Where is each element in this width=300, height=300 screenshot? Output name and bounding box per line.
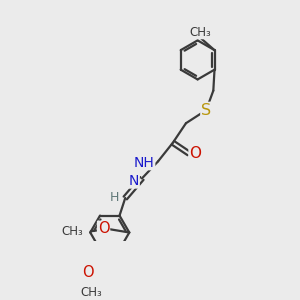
Text: H: H <box>110 191 119 204</box>
Text: S: S <box>201 103 211 118</box>
Text: NH: NH <box>134 155 154 170</box>
Text: O: O <box>98 221 109 236</box>
Text: CH₃: CH₃ <box>189 26 211 39</box>
Text: O: O <box>82 265 94 280</box>
Text: O: O <box>189 146 201 161</box>
Text: CH₃: CH₃ <box>61 225 83 238</box>
Text: CH₃: CH₃ <box>81 286 103 299</box>
Text: N: N <box>129 174 139 188</box>
